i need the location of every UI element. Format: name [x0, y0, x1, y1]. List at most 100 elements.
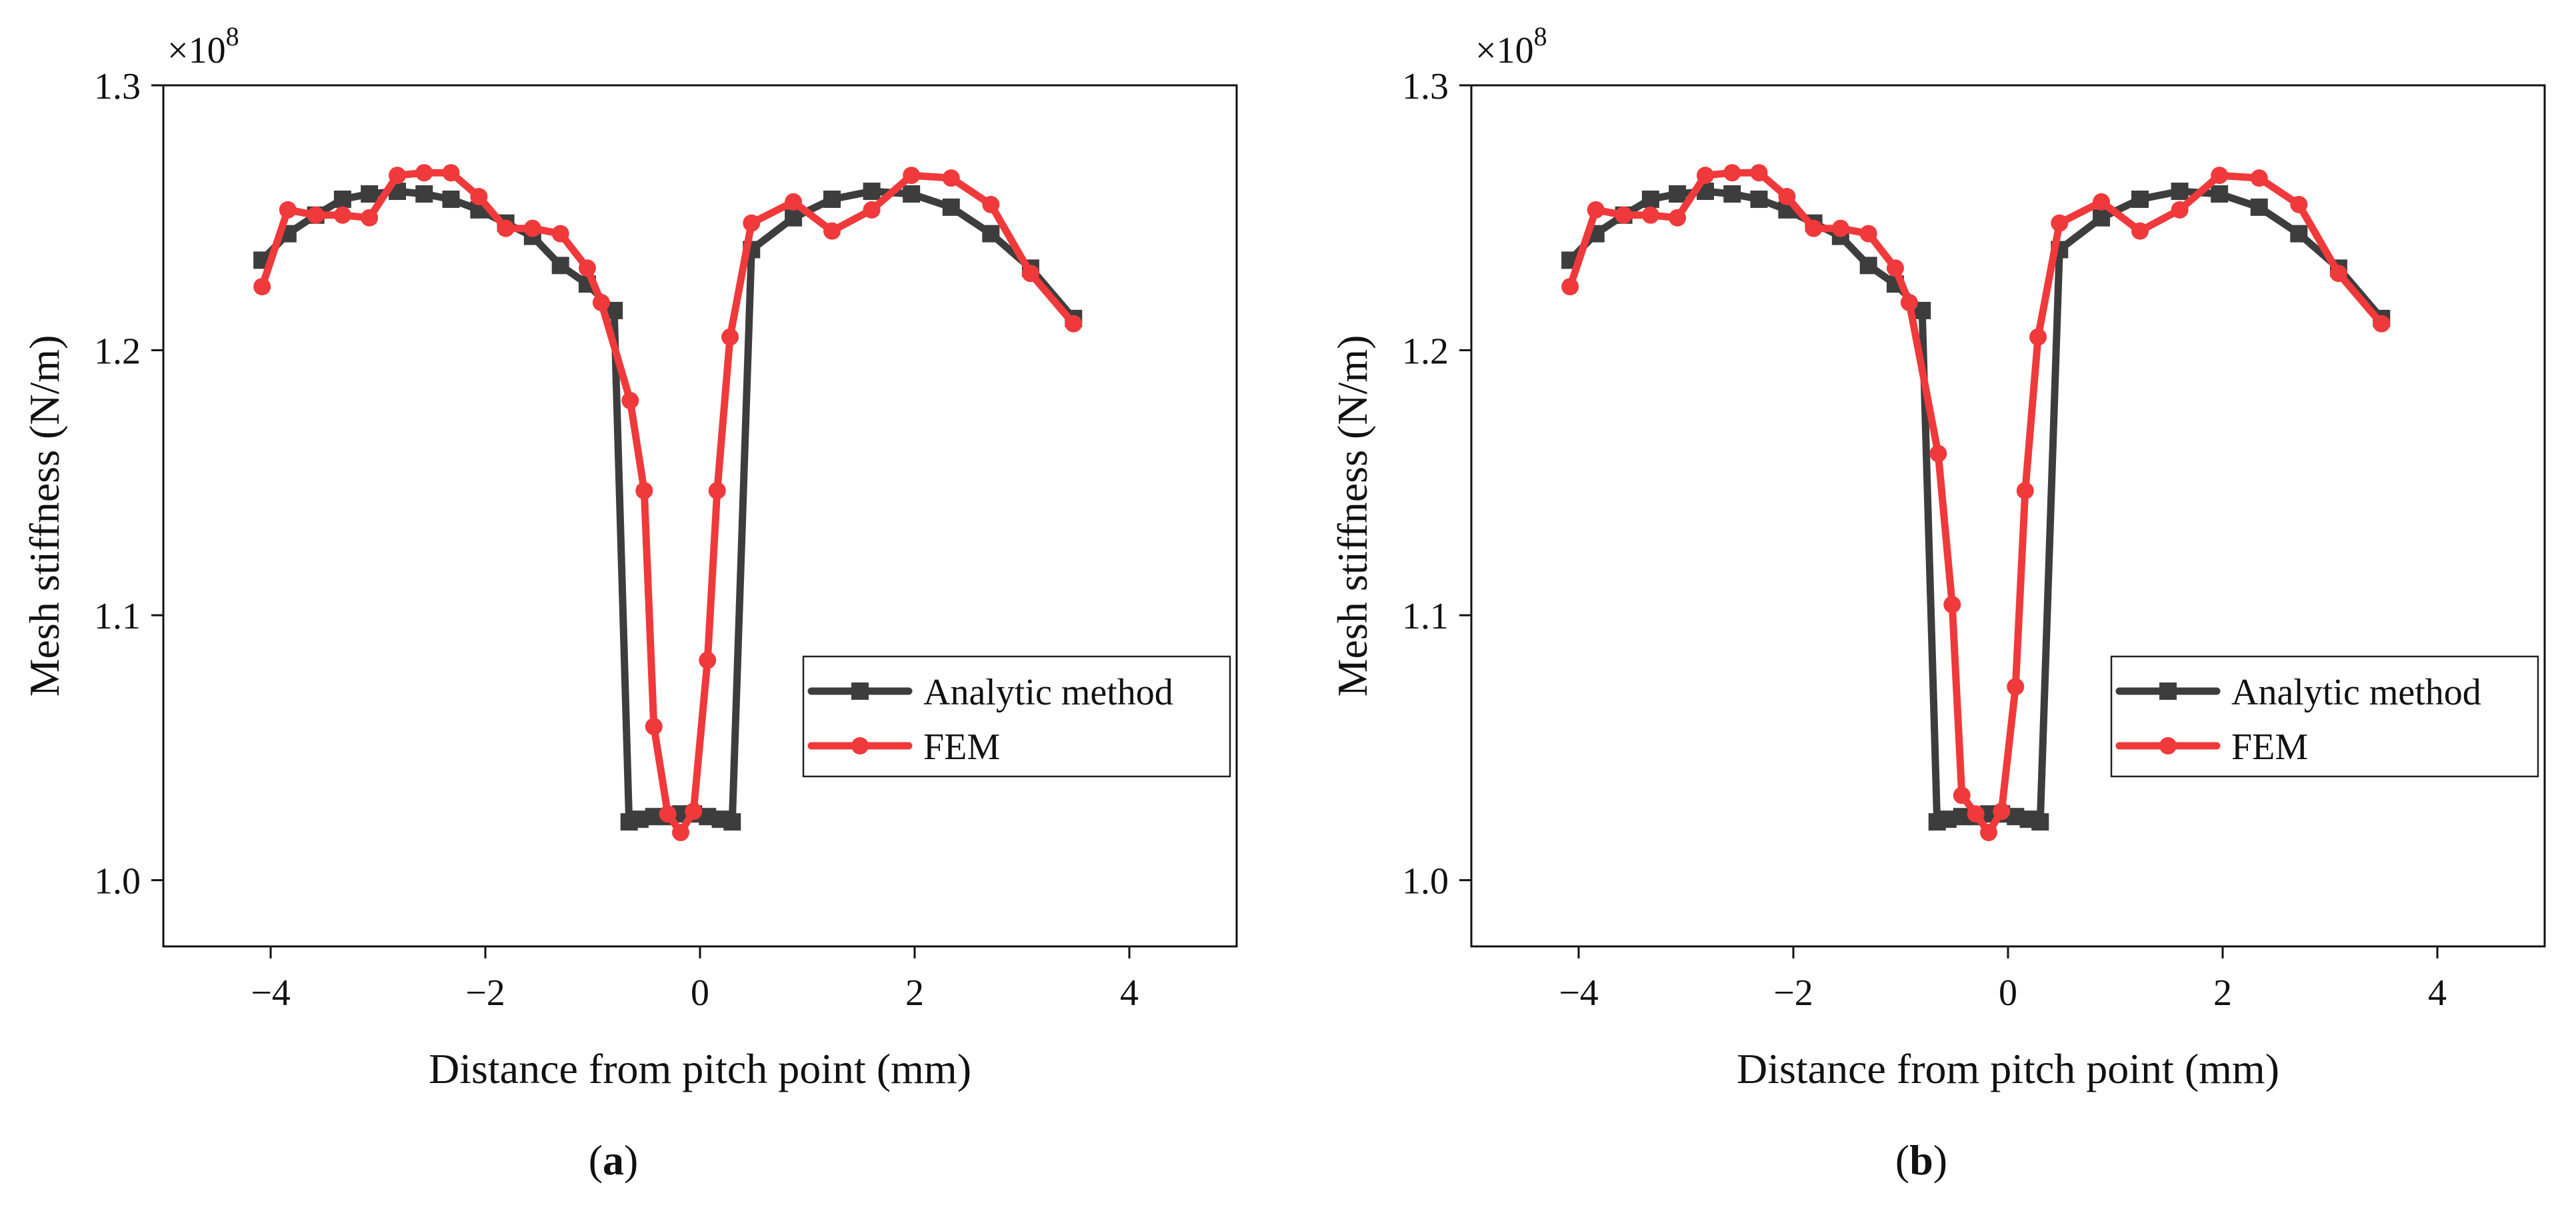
- y-tick-label: 1.1: [1402, 596, 1449, 637]
- x-tick-label: −4: [1559, 972, 1599, 1014]
- data-point-fem: [1561, 278, 1579, 296]
- data-point-fem: [1723, 164, 1741, 182]
- data-point-fem: [279, 201, 297, 219]
- data-point-fem: [1953, 786, 1971, 804]
- data-point-fem: [2329, 265, 2347, 283]
- data-point-fem: [2093, 193, 2111, 211]
- data-point-fem: [1900, 293, 1918, 311]
- panel-caption: (b): [1895, 1136, 1947, 1184]
- x-tick-label: −2: [465, 972, 505, 1014]
- caption-letter: b: [1909, 1136, 1933, 1184]
- legend-marker-fem: [851, 737, 869, 754]
- data-point-analytic: [415, 185, 433, 203]
- data-point-fem: [1750, 164, 1768, 182]
- y-multiplier-base: ×10: [1475, 30, 1534, 71]
- data-point-fem: [2007, 678, 2025, 696]
- data-point-fem: [592, 293, 610, 311]
- data-point-fem: [1641, 206, 1659, 224]
- data-point-analytic: [2131, 190, 2149, 208]
- x-axis-title: Distance from pitch point (mm): [429, 1045, 971, 1092]
- y-multiplier-exponent: 8: [1534, 21, 1547, 51]
- data-point-analytic: [823, 190, 841, 208]
- legend-marker-analytic: [851, 682, 869, 700]
- data-point-fem: [1065, 315, 1083, 333]
- data-point-fem: [361, 209, 379, 227]
- data-point-analytic: [982, 225, 1000, 243]
- data-point-fem: [721, 328, 739, 346]
- data-point-analytic: [551, 257, 569, 275]
- y-multiplier: ×108: [167, 21, 239, 71]
- y-tick-label: 1.2: [1402, 331, 1449, 373]
- data-point-analytic: [785, 209, 803, 227]
- data-point-fem: [685, 802, 703, 820]
- chart-svg-a: −4 −2 0 2 4 1.0 1.1 1.2 1.3 ×108 Distance from pit…: [21, 21, 1238, 1184]
- data-point-fem: [578, 259, 596, 277]
- data-point-fem: [253, 278, 271, 296]
- chart-svg-b: −4 −2 0 2 4 1.0 1.1 1.2 1.3 ×108 Distance from pit…: [1329, 21, 2546, 1184]
- data-point-fem: [307, 206, 325, 224]
- data-point-analytic: [1750, 190, 1768, 208]
- y-axis-title: Mesh stiffness (N/m): [21, 335, 68, 697]
- data-point-analytic: [2250, 198, 2268, 216]
- data-point-analytic: [2093, 209, 2111, 227]
- data-point-fem: [708, 482, 726, 500]
- data-point-fem: [863, 201, 881, 219]
- data-point-fem: [785, 193, 803, 211]
- legend-label-analytic: Analytic method: [923, 672, 1173, 713]
- data-point-fem: [523, 219, 541, 237]
- data-point-fem: [2051, 214, 2069, 232]
- data-point-fem: [2290, 195, 2308, 213]
- chart-panel-a: −4 −2 0 2 4 1.0 1.1 1.2 1.3 ×108 Distance from pit…: [21, 21, 1238, 1184]
- data-point-analytic: [903, 185, 921, 203]
- data-point-fem: [645, 718, 663, 736]
- legend-label-fem: FEM: [923, 726, 1000, 768]
- caption-open-paren: (: [1895, 1136, 1909, 1184]
- data-point-analytic: [1859, 257, 1877, 275]
- panel-caption: (a): [589, 1136, 639, 1184]
- x-tick-label: 2: [905, 972, 924, 1014]
- data-point-fem: [2171, 201, 2189, 219]
- y-tick-label: 1.2: [94, 331, 141, 373]
- data-point-fem: [2016, 482, 2034, 500]
- caption-close-paren: ): [624, 1136, 638, 1184]
- data-point-fem: [1696, 167, 1714, 185]
- data-point-analytic: [442, 190, 460, 208]
- data-point-fem: [388, 167, 406, 185]
- y-tick-label: 1.1: [94, 596, 141, 637]
- data-point-analytic: [723, 813, 741, 831]
- data-point-fem: [333, 206, 351, 224]
- data-point-fem: [1859, 225, 1877, 243]
- data-point-analytic: [2031, 813, 2049, 831]
- x-tick-label: 2: [2213, 972, 2232, 1014]
- data-point-analytic: [2290, 225, 2308, 243]
- data-point-fem: [2250, 169, 2268, 187]
- data-point-fem: [442, 164, 460, 182]
- y-tick-label: 1.3: [1402, 66, 1449, 107]
- data-point-analytic: [863, 183, 881, 201]
- data-point-analytic: [942, 198, 960, 216]
- data-point-analytic: [1723, 185, 1741, 203]
- data-point-fem: [2373, 315, 2391, 333]
- legend-box: [2110, 655, 2539, 778]
- x-tick-label: 4: [2428, 972, 2447, 1014]
- y-tick-label: 1.0: [94, 861, 141, 902]
- data-point-fem: [672, 824, 690, 842]
- x-tick-label: −2: [1773, 972, 1813, 1014]
- data-point-fem: [1886, 259, 1904, 277]
- y-tick-label: 1.0: [1402, 861, 1449, 902]
- data-point-analytic: [361, 185, 379, 203]
- data-point-fem: [1993, 802, 2011, 820]
- data-point-fem: [1980, 824, 1998, 842]
- caption-open-paren: (: [589, 1136, 603, 1184]
- data-point-fem: [470, 187, 488, 205]
- legend-box: [802, 655, 1231, 778]
- data-point-fem: [551, 225, 569, 243]
- data-point-analytic: [2211, 185, 2229, 203]
- data-point-fem: [1669, 209, 1687, 227]
- y-multiplier-exponent: 8: [226, 21, 239, 51]
- data-point-fem: [1831, 219, 1849, 237]
- data-point-fem: [1805, 219, 1823, 237]
- data-point-fem: [1587, 201, 1605, 219]
- data-point-analytic: [1669, 185, 1687, 203]
- data-point-fem: [497, 219, 515, 237]
